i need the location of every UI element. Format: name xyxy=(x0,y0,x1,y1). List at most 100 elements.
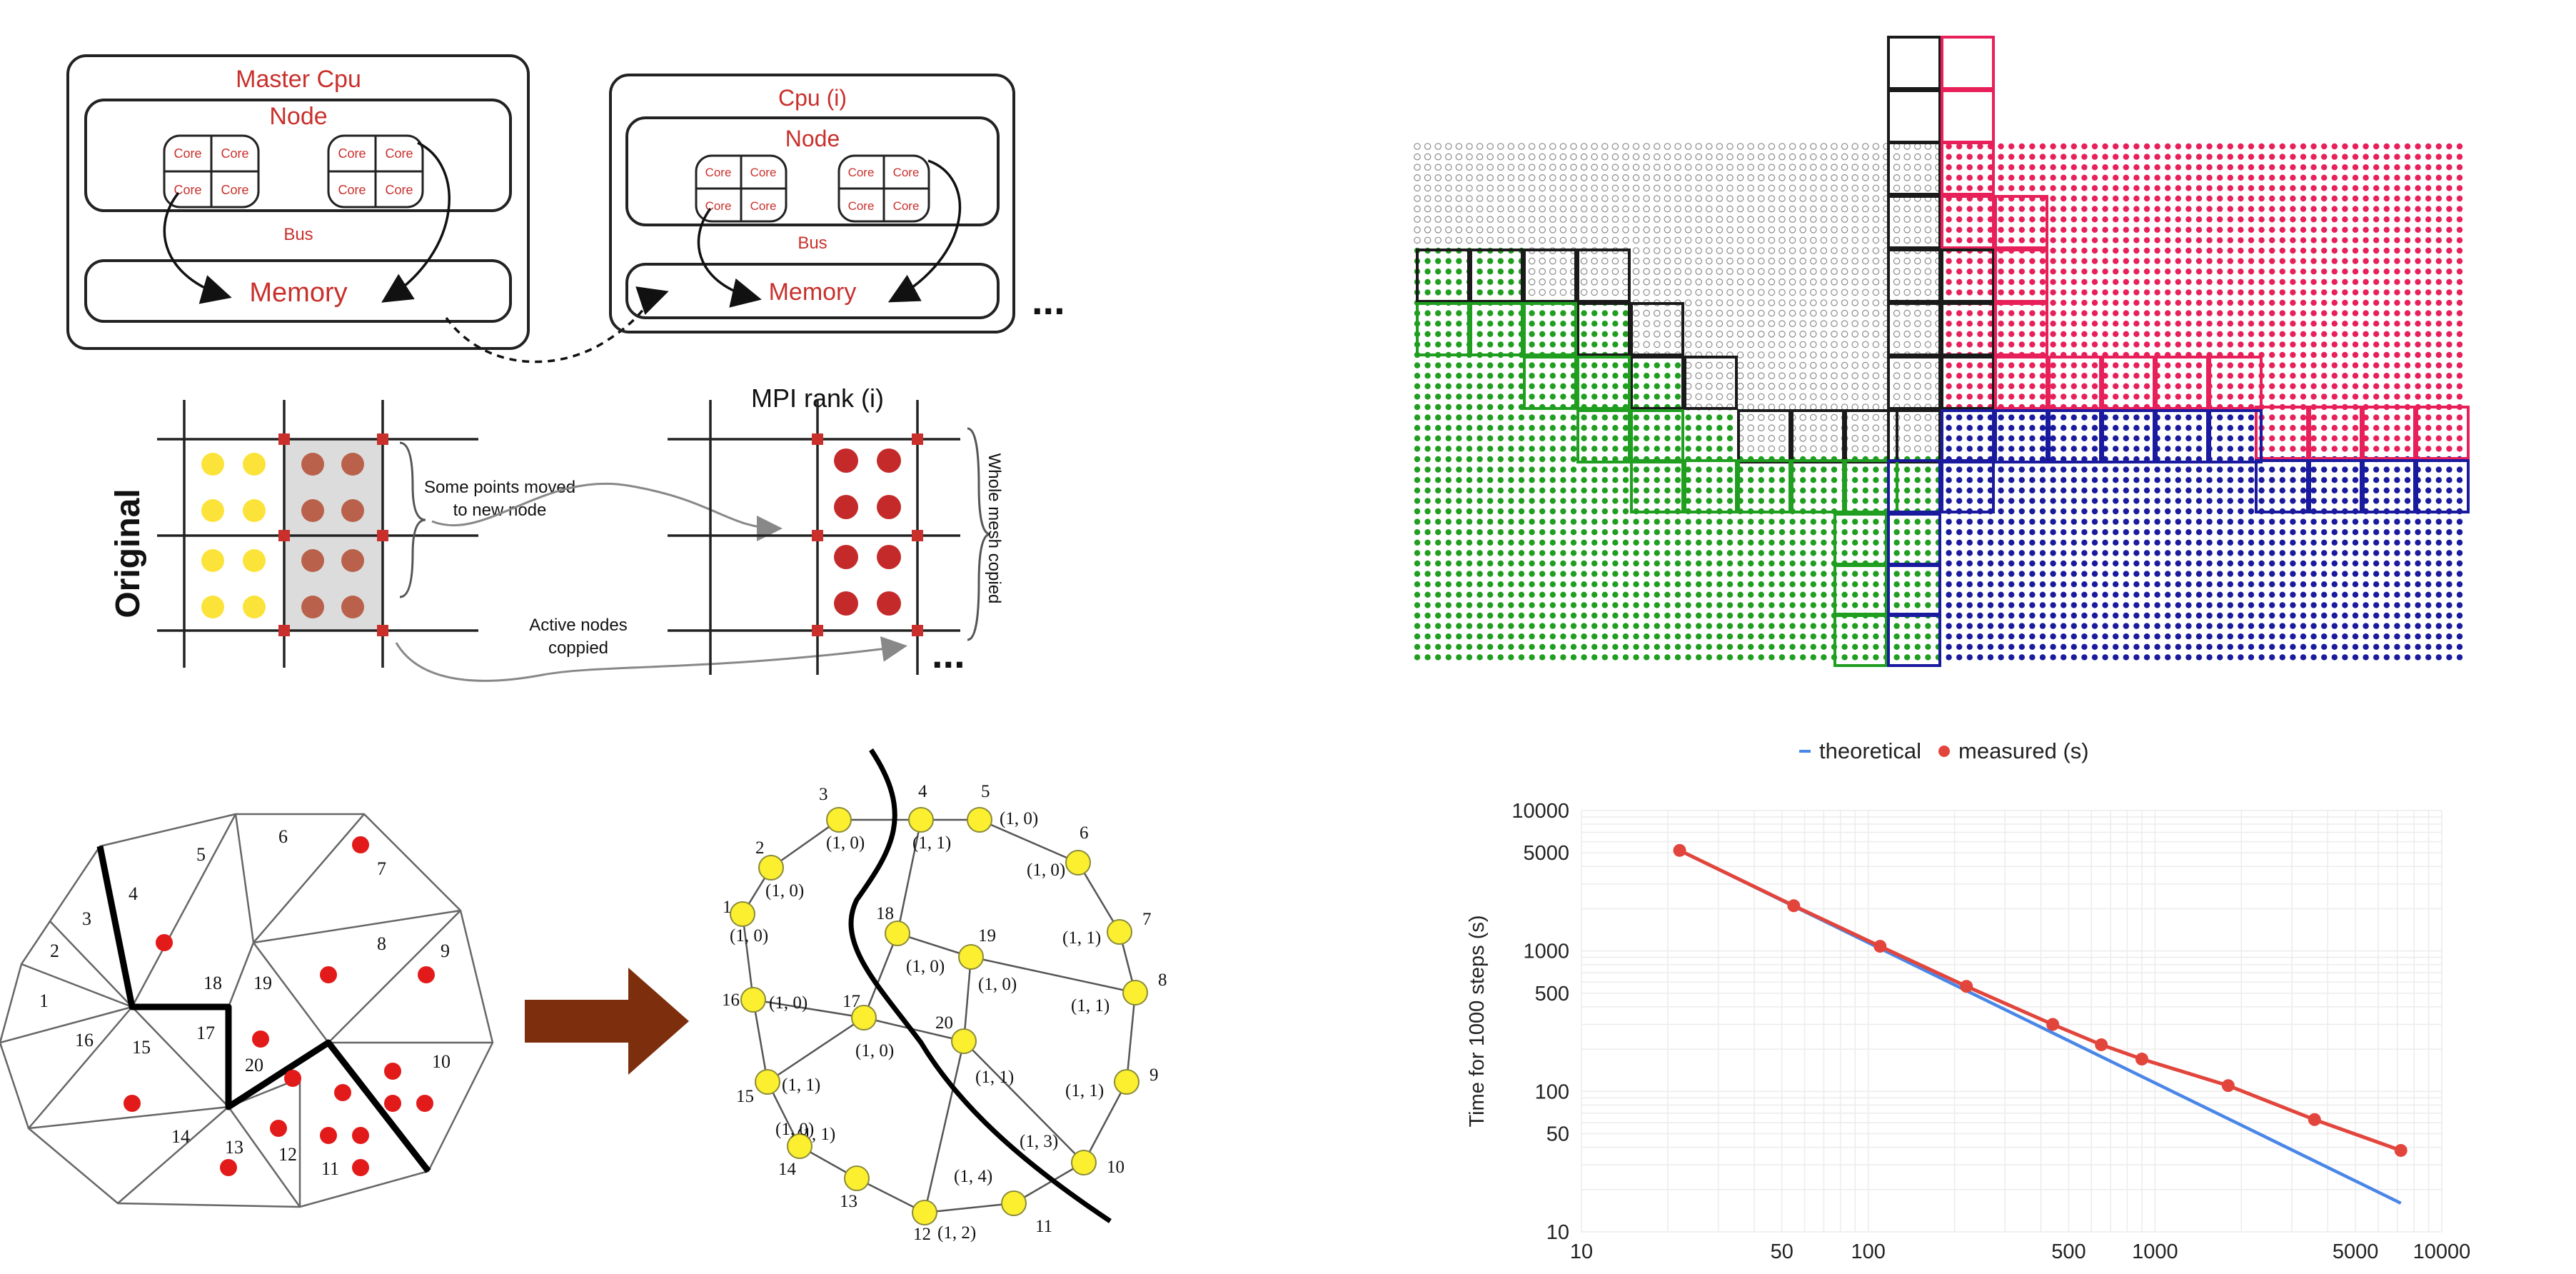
grid-point xyxy=(1821,633,1827,640)
grid-point xyxy=(1872,153,1880,161)
grid-point xyxy=(2238,258,2244,264)
grid-point xyxy=(1445,216,1452,223)
grid-point xyxy=(1487,393,1494,400)
grid-point xyxy=(1966,623,1973,629)
grid-point xyxy=(1466,508,1473,515)
grid-point xyxy=(1414,539,1421,546)
grid-point xyxy=(1528,226,1536,234)
grid-point xyxy=(2029,321,2036,327)
grid-point xyxy=(1644,487,1650,493)
grid-point xyxy=(2165,393,2171,400)
grid-point xyxy=(2404,414,2411,421)
grid-point xyxy=(2248,539,2255,546)
grid-point xyxy=(1706,143,1713,150)
grid-point xyxy=(1580,174,1588,181)
grid-point xyxy=(2435,174,2442,181)
grid-point xyxy=(1903,434,1911,442)
grid-point xyxy=(2113,633,2119,640)
grid-point xyxy=(2185,310,2192,316)
grid-point xyxy=(2227,529,2233,536)
grid-point xyxy=(1632,257,1640,265)
grid-point xyxy=(1810,236,1817,244)
grid-point xyxy=(1851,299,1858,306)
grid-point xyxy=(1831,309,1838,317)
grid-point xyxy=(2331,633,2338,640)
grid-point xyxy=(1580,216,1588,223)
grid-point xyxy=(1685,425,1691,431)
grid-point xyxy=(2081,247,2088,254)
grid-point xyxy=(2383,247,2390,254)
grid-point xyxy=(2331,529,2338,536)
grid-point xyxy=(2165,164,2171,171)
grid-point xyxy=(2435,602,2442,608)
grid-point xyxy=(1497,612,1504,619)
grid-point xyxy=(1758,205,1765,213)
grid-point xyxy=(1873,518,1879,525)
grid-point xyxy=(2279,321,2285,327)
grid-point xyxy=(2206,237,2213,244)
grid-point xyxy=(1706,278,1713,286)
grid-point xyxy=(2123,414,2129,421)
grid-point xyxy=(1831,393,1838,401)
grid-point xyxy=(2310,143,2317,150)
grid-point xyxy=(1632,341,1640,348)
grid-point xyxy=(2165,539,2171,546)
grid-point xyxy=(1456,425,1462,431)
grid-point xyxy=(2091,508,2098,515)
grid-point xyxy=(1872,403,1880,411)
grid-point xyxy=(1789,529,1796,536)
grid-point xyxy=(1716,195,1724,202)
grid-point xyxy=(1508,362,1514,368)
grid-point xyxy=(1456,643,1462,650)
grid-point xyxy=(1821,550,1827,556)
grid-point xyxy=(2165,216,2171,223)
grid-point xyxy=(1956,164,1963,171)
grid-point xyxy=(1435,269,1442,275)
grid-point xyxy=(1726,299,1734,306)
grid-point xyxy=(1654,226,1661,234)
grid-point xyxy=(2331,643,2338,650)
grid-point xyxy=(2195,571,2203,577)
grid-point xyxy=(1674,226,1681,234)
grid-point xyxy=(1528,268,1536,275)
grid-point xyxy=(2269,206,2275,212)
grid-point xyxy=(1977,206,1983,212)
grid-point xyxy=(2373,518,2380,525)
grid-point xyxy=(1726,414,1734,421)
grid-point xyxy=(1570,153,1577,161)
grid-point xyxy=(2102,269,2108,275)
grid-point xyxy=(2133,498,2140,504)
grid-point xyxy=(2269,143,2275,150)
grid-point xyxy=(1456,560,1462,567)
grid-point xyxy=(1820,393,1828,401)
grid-point xyxy=(2352,383,2359,389)
grid-point xyxy=(2165,143,2171,150)
grid-point xyxy=(1851,445,1858,453)
grid-point xyxy=(1507,236,1515,244)
grid-point xyxy=(2185,237,2192,244)
grid-point xyxy=(1487,279,1494,285)
grid-point xyxy=(2123,279,2129,285)
grid-point xyxy=(1695,341,1702,348)
grid-point xyxy=(2300,612,2307,619)
grid-point xyxy=(2310,185,2317,191)
grid-point xyxy=(1507,195,1515,202)
grid-point xyxy=(2008,466,2015,473)
grid-point xyxy=(2029,269,2036,275)
grid-point xyxy=(1998,571,2004,577)
grid-point xyxy=(1414,373,1421,379)
grid-point xyxy=(1549,164,1556,171)
grid-point xyxy=(1654,309,1661,317)
grid-point xyxy=(1706,341,1713,348)
grid-point xyxy=(2175,633,2181,640)
grid-point xyxy=(1684,257,1692,265)
core-label: Core xyxy=(338,146,366,161)
grid-point xyxy=(2081,487,2088,493)
grid-point xyxy=(2456,216,2463,223)
grid-point xyxy=(2102,299,2108,306)
grid-point xyxy=(1872,226,1880,234)
grid-point xyxy=(2165,550,2171,556)
grid-point xyxy=(1581,498,1587,504)
grid-point xyxy=(2352,341,2359,348)
grid-point xyxy=(1414,498,1421,504)
